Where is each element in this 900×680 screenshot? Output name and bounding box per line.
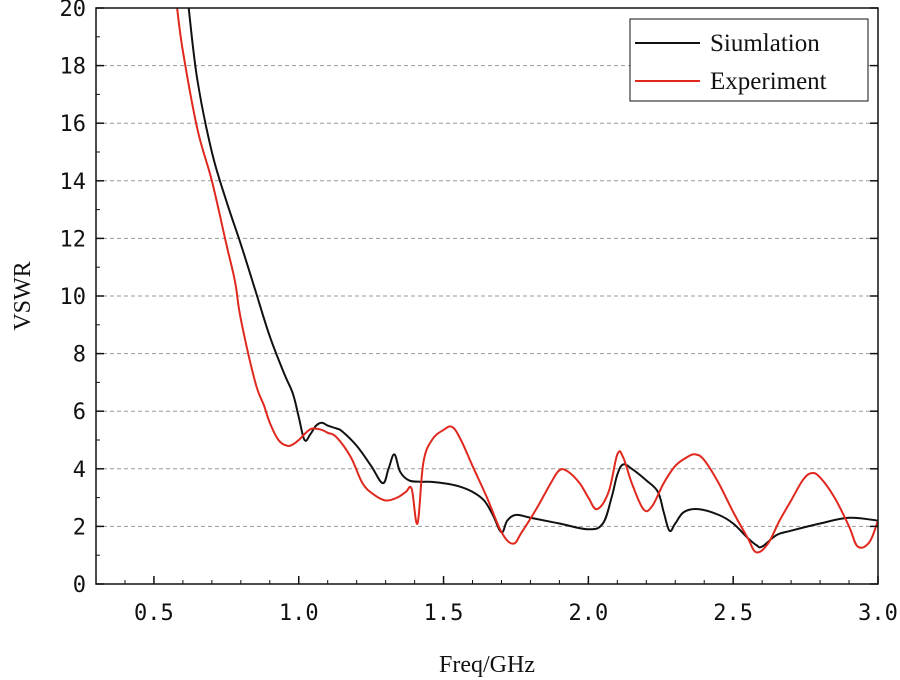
grid-lines	[96, 65, 878, 527]
legend-label-experiment: Experiment	[710, 68, 827, 95]
x-tick-label-0.5: 0.5	[134, 601, 174, 626]
x-tick-label-1: 1.0	[279, 601, 319, 626]
y-tick-label-14: 14	[60, 170, 87, 195]
y-tick-label-20: 20	[60, 0, 87, 22]
x-axis-label: Freq/GHz	[439, 652, 535, 678]
series-group	[176, 8, 878, 554]
legend-label-siumlation: Siumlation	[710, 30, 820, 57]
series-line-siumlation	[187, 8, 878, 549]
y-tick-label-16: 16	[60, 112, 87, 137]
legend: Siumlation Experiment	[629, 18, 869, 102]
x-tick-label-1.5: 1.5	[424, 601, 464, 626]
y-tick-label-2: 2	[73, 515, 86, 540]
x-tick-label-2: 2.0	[568, 601, 608, 626]
axis-ticks: 0 2 4 6 8 10 12 14 16 18 20 0.5 1.0 1.5 2.0 2.5 3.0	[60, 0, 898, 626]
y-tick-label-18: 18	[60, 55, 87, 80]
series-line-experiment	[176, 8, 878, 554]
y-tick-label-10: 10	[60, 285, 87, 310]
x-tick-label-2.5: 2.5	[713, 601, 753, 626]
y-tick-label-0: 0	[73, 573, 86, 598]
y-tick-label-4: 4	[73, 458, 86, 483]
y-tick-label-6: 6	[73, 400, 86, 425]
y-tick-label-12: 12	[60, 227, 87, 252]
x-tick-label-3: 3.0	[858, 601, 898, 626]
legend-box	[629, 18, 869, 102]
y-tick-label-8: 8	[73, 343, 86, 368]
y-axis-label: VSWR	[10, 261, 36, 330]
